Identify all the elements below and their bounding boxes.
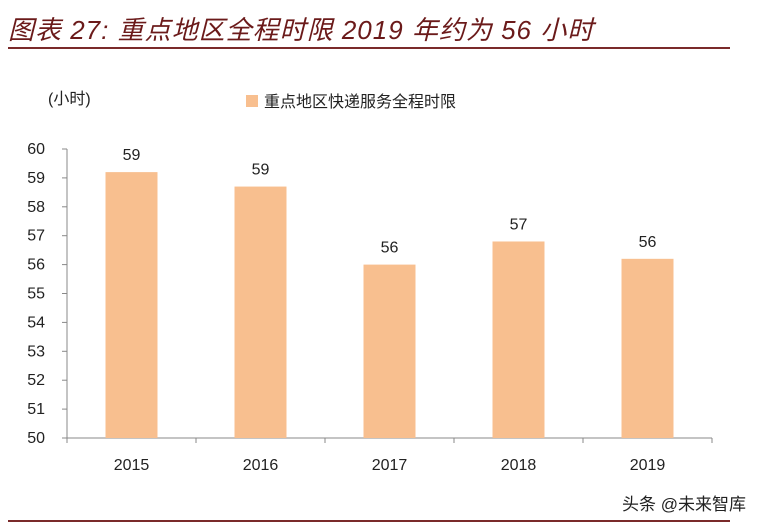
y-tick-label: 55	[27, 286, 45, 303]
y-tick-label: 59	[27, 170, 45, 187]
x-tick-label-2016: 2016	[243, 457, 279, 474]
x-tick-label-2019: 2019	[630, 457, 666, 474]
y-tick-label: 56	[27, 257, 45, 274]
data-label-2015: 59	[123, 147, 141, 164]
y-tick-label: 53	[27, 343, 45, 360]
data-label-2016: 59	[252, 162, 270, 179]
y-tick-label: 60	[27, 141, 45, 158]
y-tick-label: 50	[27, 430, 45, 447]
y-tick-label: 51	[27, 401, 45, 418]
x-tick-label-2015: 2015	[114, 457, 150, 474]
y-tick-label: 54	[27, 314, 45, 331]
bottom-divider	[8, 520, 730, 522]
y-tick-label: 57	[27, 228, 45, 245]
bar-2017	[363, 264, 416, 438]
bar-2016	[234, 186, 287, 438]
x-tick-label-2018: 2018	[501, 457, 537, 474]
bar-2015	[105, 172, 158, 438]
data-label-2018: 57	[510, 216, 528, 233]
legend-swatch	[246, 95, 258, 107]
legend-label: 重点地区快递服务全程时限	[264, 93, 456, 111]
data-label-2017: 56	[381, 240, 399, 257]
bar-2019	[621, 258, 674, 438]
title-divider	[8, 47, 730, 49]
y-axis-label: (小时)	[48, 90, 91, 108]
y-tick-label: 58	[27, 199, 45, 216]
x-tick-label-2017: 2017	[372, 457, 408, 474]
watermark: 头条 @未来智库	[622, 495, 746, 514]
bar-2018	[492, 241, 545, 438]
figure-title: 图表 27: 重点地区全程时限 2019 年约为 56 小时	[8, 15, 595, 45]
y-tick-label: 52	[27, 372, 45, 389]
data-label-2019: 56	[639, 234, 657, 251]
